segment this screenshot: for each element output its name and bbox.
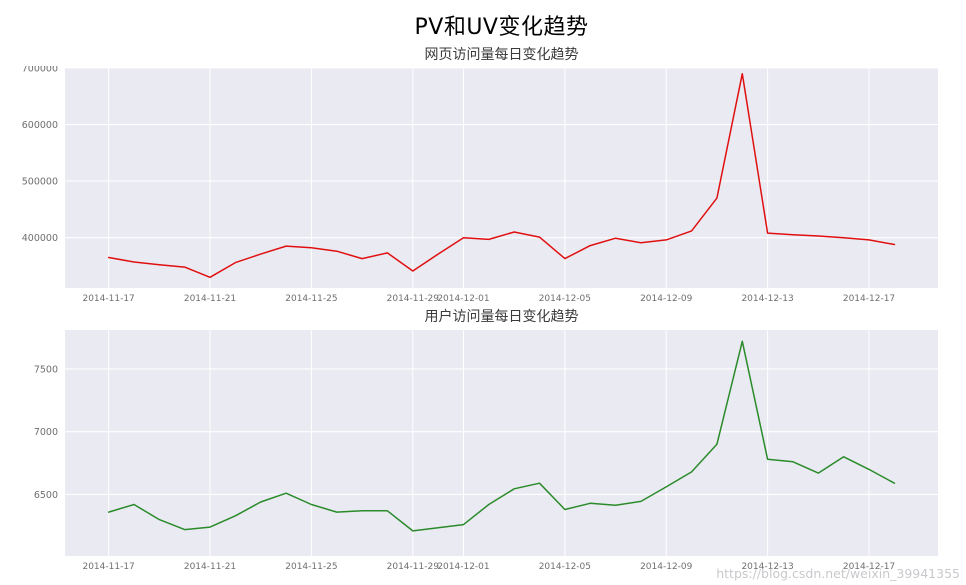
y-tick-label: 600000 <box>22 120 58 131</box>
y-tick-label: 500000 <box>22 177 58 188</box>
x-tick-label: 2014-11-17 <box>82 294 134 304</box>
x-tick-label: 2014-12-01 <box>437 562 489 572</box>
x-tick-label: 2014-12-17 <box>843 562 895 572</box>
y-tick-label: 400000 <box>22 233 58 244</box>
plot-area <box>65 330 938 556</box>
x-tick-label: 2014-12-17 <box>843 294 895 304</box>
uv-chart-title: 用户访问量每日变化趋势 <box>424 309 579 325</box>
pv-line-chart: 2014-11-17 2014-11-21 2014-11-25 2014-11-29… <box>22 66 938 304</box>
y-tick-label: 6500 <box>34 490 58 501</box>
pv-chart-title: 网页访问量每日变化趋势 <box>424 47 579 63</box>
x-tick-label: 2014-11-17 <box>82 562 134 572</box>
pv-series-line <box>107 72 896 279</box>
uv-series-line <box>107 340 896 532</box>
x-tick-label: 2014-12-09 <box>640 562 693 572</box>
y-tick-label: 7000 <box>34 427 58 438</box>
x-tick-label: 2014-11-29 <box>387 294 440 304</box>
x-tick-label: 2014-11-25 <box>285 294 337 304</box>
x-tick-label: 2014-12-13 <box>741 294 793 304</box>
y-tick-label: 700000 <box>22 66 58 75</box>
x-tick-label: 2014-11-21 <box>184 562 236 572</box>
x-tick-label: 2014-12-01 <box>437 294 489 304</box>
plot-area <box>65 68 938 288</box>
x-tick-label: 2014-12-05 <box>539 294 591 304</box>
x-tick-label: 2014-11-21 <box>184 294 236 304</box>
y-tick-label: 7500 <box>34 364 58 375</box>
x-tick-label: 2014-12-13 <box>741 562 793 572</box>
x-tick-label: 2014-11-29 <box>387 562 440 572</box>
x-tick-label: 2014-12-09 <box>640 294 693 304</box>
x-tick-label: 2014-11-25 <box>285 562 337 572</box>
uv-line-chart: 2014-11-17 2014-11-21 2014-11-25 2014-11-29… <box>34 330 938 572</box>
x-tick-label: 2014-12-05 <box>539 562 591 572</box>
page-title: PV和UV变化趋势 <box>414 15 589 40</box>
